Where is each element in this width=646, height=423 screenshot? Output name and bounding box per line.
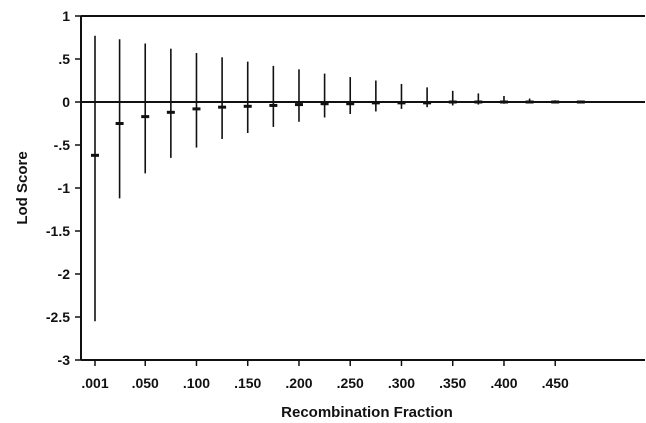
mean-point — [448, 100, 457, 104]
y-tick-label: -3 — [58, 352, 71, 368]
x-tick-label: .100 — [183, 375, 210, 391]
mean-point — [423, 101, 432, 105]
y-tick-label: 1 — [62, 8, 70, 24]
y-tick-label: 0 — [62, 94, 70, 110]
mean-point — [499, 100, 508, 104]
x-axis-title: Recombination Fraction — [281, 404, 453, 421]
mean-point — [320, 102, 329, 106]
x-tick-label: .350 — [439, 375, 466, 391]
x-tick-label: .400 — [490, 375, 517, 391]
mean-point — [141, 115, 150, 119]
y-tick-label: -2 — [58, 266, 71, 282]
y-tick-label: -1.5 — [46, 223, 70, 239]
mean-point — [166, 110, 175, 114]
y-tick-label: .5 — [58, 51, 70, 67]
mean-point — [576, 100, 585, 104]
mean-point — [397, 101, 406, 105]
y-axis: 1 .5 0 -.5 -1 -1.5 -2 -2.5 -3 — [46, 8, 81, 368]
mean-point — [346, 102, 355, 106]
mean-point — [269, 103, 278, 107]
x-tick-label: .150 — [234, 375, 261, 391]
x-tick-label: .001 — [81, 375, 108, 391]
x-tick-label: .200 — [285, 375, 312, 391]
x-tick-label: .050 — [132, 375, 159, 391]
x-tick-label: .250 — [337, 375, 364, 391]
mean-point — [474, 100, 483, 104]
y-tick-label: -2.5 — [46, 309, 70, 325]
mean-markers — [91, 100, 585, 157]
y-tick-label: -1 — [58, 180, 71, 196]
mean-point — [243, 104, 252, 108]
mean-point — [294, 103, 303, 107]
mean-point — [551, 100, 560, 104]
mean-point — [91, 153, 99, 157]
y-axis-title: Lod Score — [14, 151, 31, 224]
plot-frame — [80, 15, 645, 361]
mean-point — [371, 101, 380, 105]
x-axis: .001 .050 .100 .150 .200 .250 .300 .350 .400 .450 — [81, 360, 569, 391]
error-bars — [94, 35, 582, 322]
x-tick-label: .450 — [542, 375, 569, 391]
mean-point — [192, 107, 201, 111]
x-tick-label: .300 — [388, 375, 415, 391]
y-tick-label: -.5 — [54, 137, 71, 153]
mean-point — [218, 105, 227, 109]
mean-point — [115, 122, 124, 125]
mean-point — [525, 100, 534, 104]
